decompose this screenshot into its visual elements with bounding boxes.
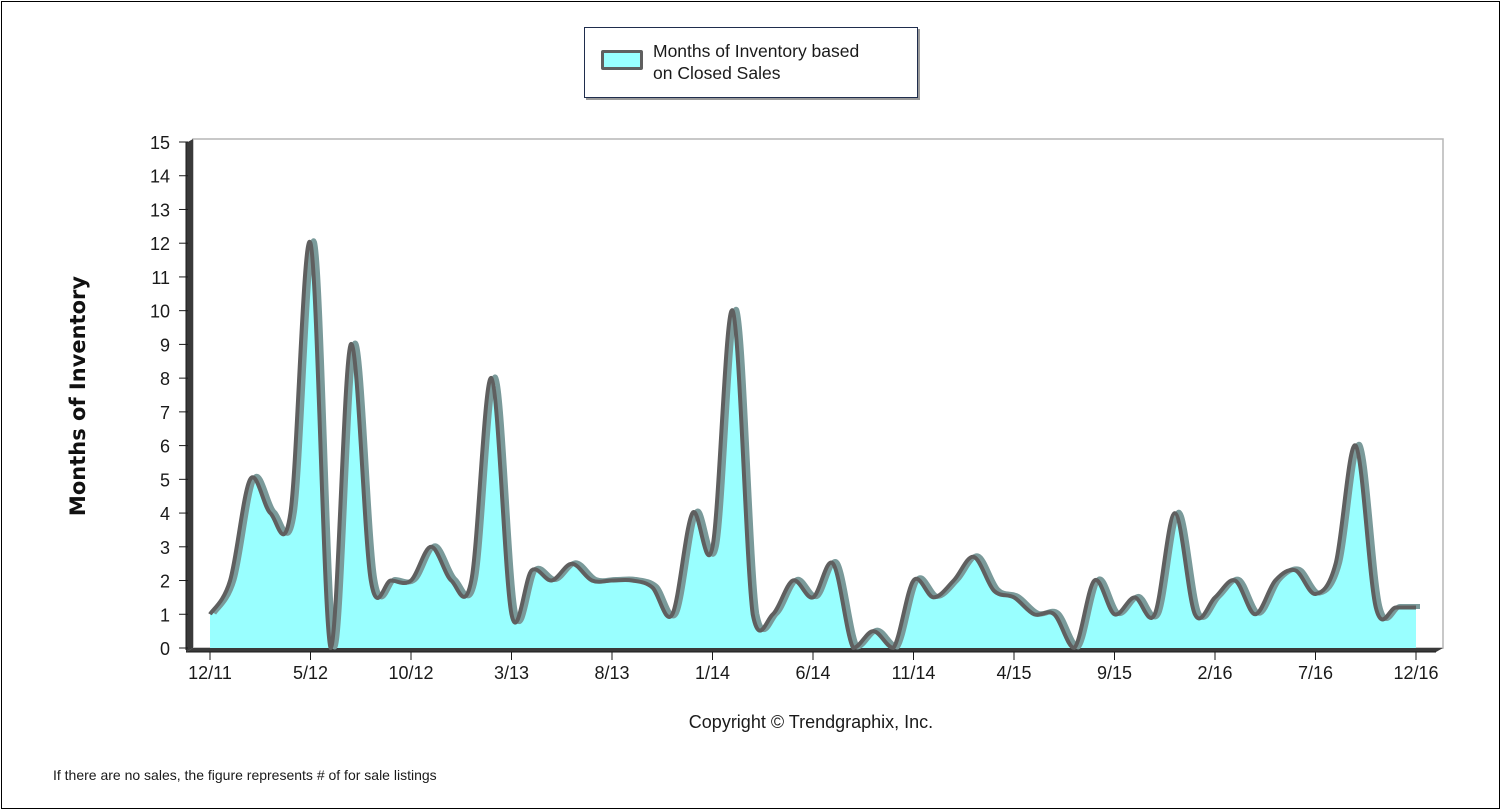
x-tick-label: 1/14: [695, 663, 730, 683]
series-area: [210, 241, 1416, 648]
y-tick-label: 0: [160, 639, 170, 659]
x-tick-label: 12/16: [1393, 663, 1438, 683]
copyright-text: Copyright © Trendgraphix, Inc.: [688, 712, 934, 732]
x-tick-label: 8/13: [594, 663, 629, 683]
y-tick-label: 7: [160, 403, 170, 423]
x-tick-label: 9/15: [1097, 663, 1132, 683]
x-tick-label: 4/15: [996, 663, 1031, 683]
x-tick-label: 11/14: [892, 663, 936, 683]
y-tick-label: 14: [150, 167, 170, 187]
y-tick-label: 13: [150, 200, 170, 220]
legend-swatch: [601, 50, 643, 70]
plot-border: [192, 138, 1444, 649]
legend-label: Months of Inventory based on Closed Sale…: [653, 41, 860, 83]
y-tick-label: 10: [150, 302, 170, 322]
y-axis-wall: [186, 139, 193, 652]
x-tick-label: 3/13: [494, 663, 529, 683]
y-tick-label: 4: [160, 504, 170, 524]
x-tick-label: 10/12: [388, 663, 433, 683]
y-tick-label: 6: [160, 437, 170, 457]
y-tick-label: 5: [160, 470, 170, 490]
x-tick-label: 12/11: [188, 663, 232, 683]
y-tick-label: 9: [160, 335, 170, 355]
x-tick-label: 5/12: [293, 663, 328, 683]
x-axis-floor: [186, 648, 1443, 652]
series-line: [208, 239, 1416, 650]
footnote-text: If there are no sales, the figure repres…: [53, 767, 437, 783]
x-tick-label: 2/16: [1197, 663, 1232, 683]
y-tick-label: 15: [150, 133, 170, 153]
y-tick-label: 2: [160, 572, 170, 592]
legend: Months of Inventory based on Closed Sale…: [584, 27, 918, 98]
y-tick-label: 12: [150, 234, 170, 254]
y-tick-label: 3: [160, 538, 170, 558]
series-line-shadow: [211, 238, 1420, 650]
y-tick-label: 8: [160, 369, 170, 389]
x-tick-label: 7/16: [1298, 663, 1333, 683]
y-tick-label: 1: [160, 605, 170, 625]
y-tick-label: 11: [151, 268, 170, 288]
x-tick-label: 6/14: [795, 663, 830, 683]
